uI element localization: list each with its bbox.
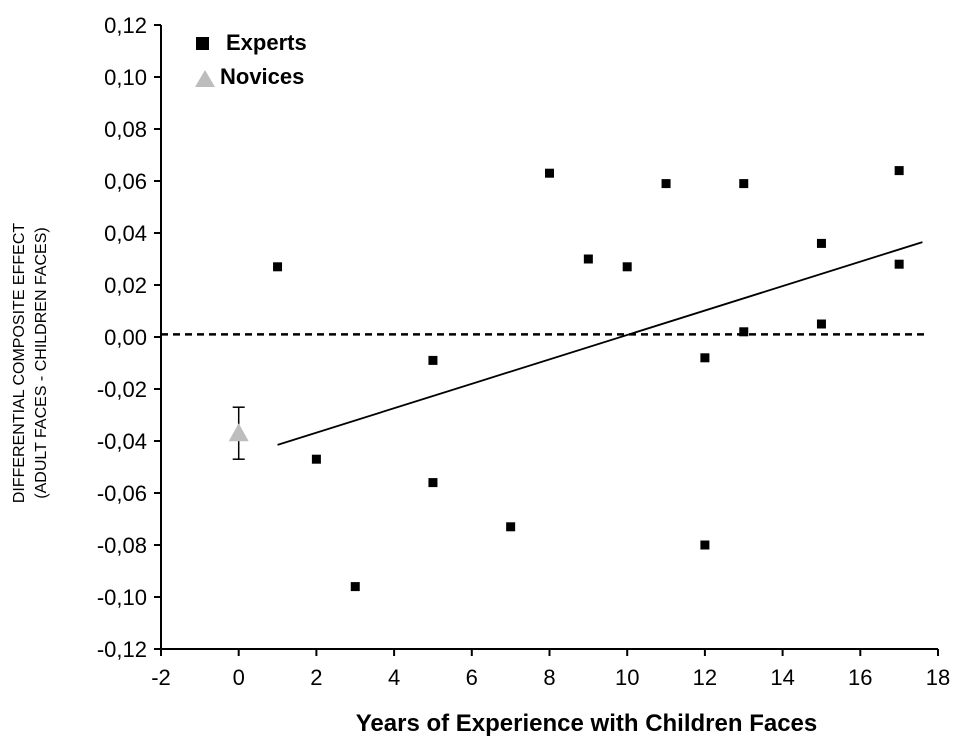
x-tick-label: 0	[233, 665, 245, 690]
x-tick-label: 18	[926, 665, 950, 690]
expert-point	[428, 355, 438, 365]
y-tick-label: -0,02	[97, 377, 147, 402]
x-tick-label: 2	[310, 665, 322, 690]
y-tick-label: 0,02	[104, 273, 147, 298]
expert-point	[816, 319, 826, 329]
expert-point	[700, 540, 710, 550]
legend-label-experts: Experts	[226, 30, 307, 55]
x-tick-label: 6	[466, 665, 478, 690]
expert-point	[700, 353, 710, 363]
y-tick-label: -0,12	[97, 637, 147, 662]
expert-point	[894, 166, 904, 176]
legend-label-novices: Novices	[220, 64, 304, 89]
legend-square-marker	[196, 37, 209, 50]
y-tick-label: 0,12	[104, 13, 147, 38]
expert-point	[311, 454, 321, 464]
x-tick-label: 10	[615, 665, 639, 690]
expert-point	[583, 254, 593, 264]
y-tick-label: -0,04	[97, 429, 147, 454]
expert-point	[894, 259, 904, 269]
trendline	[277, 241, 923, 446]
expert-point	[350, 582, 360, 592]
x-tick-label: 14	[770, 665, 794, 690]
y-tick-label: 0,04	[104, 221, 147, 246]
expert-point	[622, 262, 632, 272]
expert-point	[545, 168, 554, 178]
y-tick-label: 0,00	[104, 325, 147, 350]
data-points-layer	[228, 166, 904, 592]
y-tick-label: 0,06	[104, 169, 147, 194]
x-tick-label: 16	[848, 665, 872, 690]
y-tick-label: 0,08	[104, 117, 147, 142]
x-tick-label: -2	[151, 665, 171, 690]
novice-point	[228, 423, 249, 442]
x-axis-title: Years of Experience with Children Faces	[356, 710, 818, 737]
trendline-layer	[277, 241, 923, 446]
y-tick-label: -0,06	[97, 481, 147, 506]
expert-point	[428, 478, 438, 488]
expert-point	[506, 522, 516, 532]
expert-point	[816, 238, 826, 248]
axes: 0,12 0,10 0,08 0,06 0,04 0,02 0,00 -0,02 -0,04 -0…	[11, 13, 950, 737]
x-tick-label: 12	[693, 665, 717, 690]
y-axis-title-line: (ADULT FACES - CHILDREN FACES)	[33, 227, 50, 498]
expert-point	[661, 179, 671, 189]
y-axis-title-line: DIFFERENTIAL COMPOSITE EFFECT	[11, 223, 28, 504]
expert-point	[273, 262, 283, 272]
y-tick-label: -0,10	[97, 585, 147, 610]
legend: Experts Novices	[195, 30, 307, 89]
x-tick-label: 8	[543, 665, 555, 690]
y-tick-label: -0,08	[97, 533, 147, 558]
expert-point	[739, 327, 749, 337]
legend-triangle-marker	[195, 70, 215, 87]
x-tick-label: 4	[388, 665, 400, 690]
expert-point	[739, 179, 749, 189]
y-tick-label: 0,10	[104, 65, 147, 90]
